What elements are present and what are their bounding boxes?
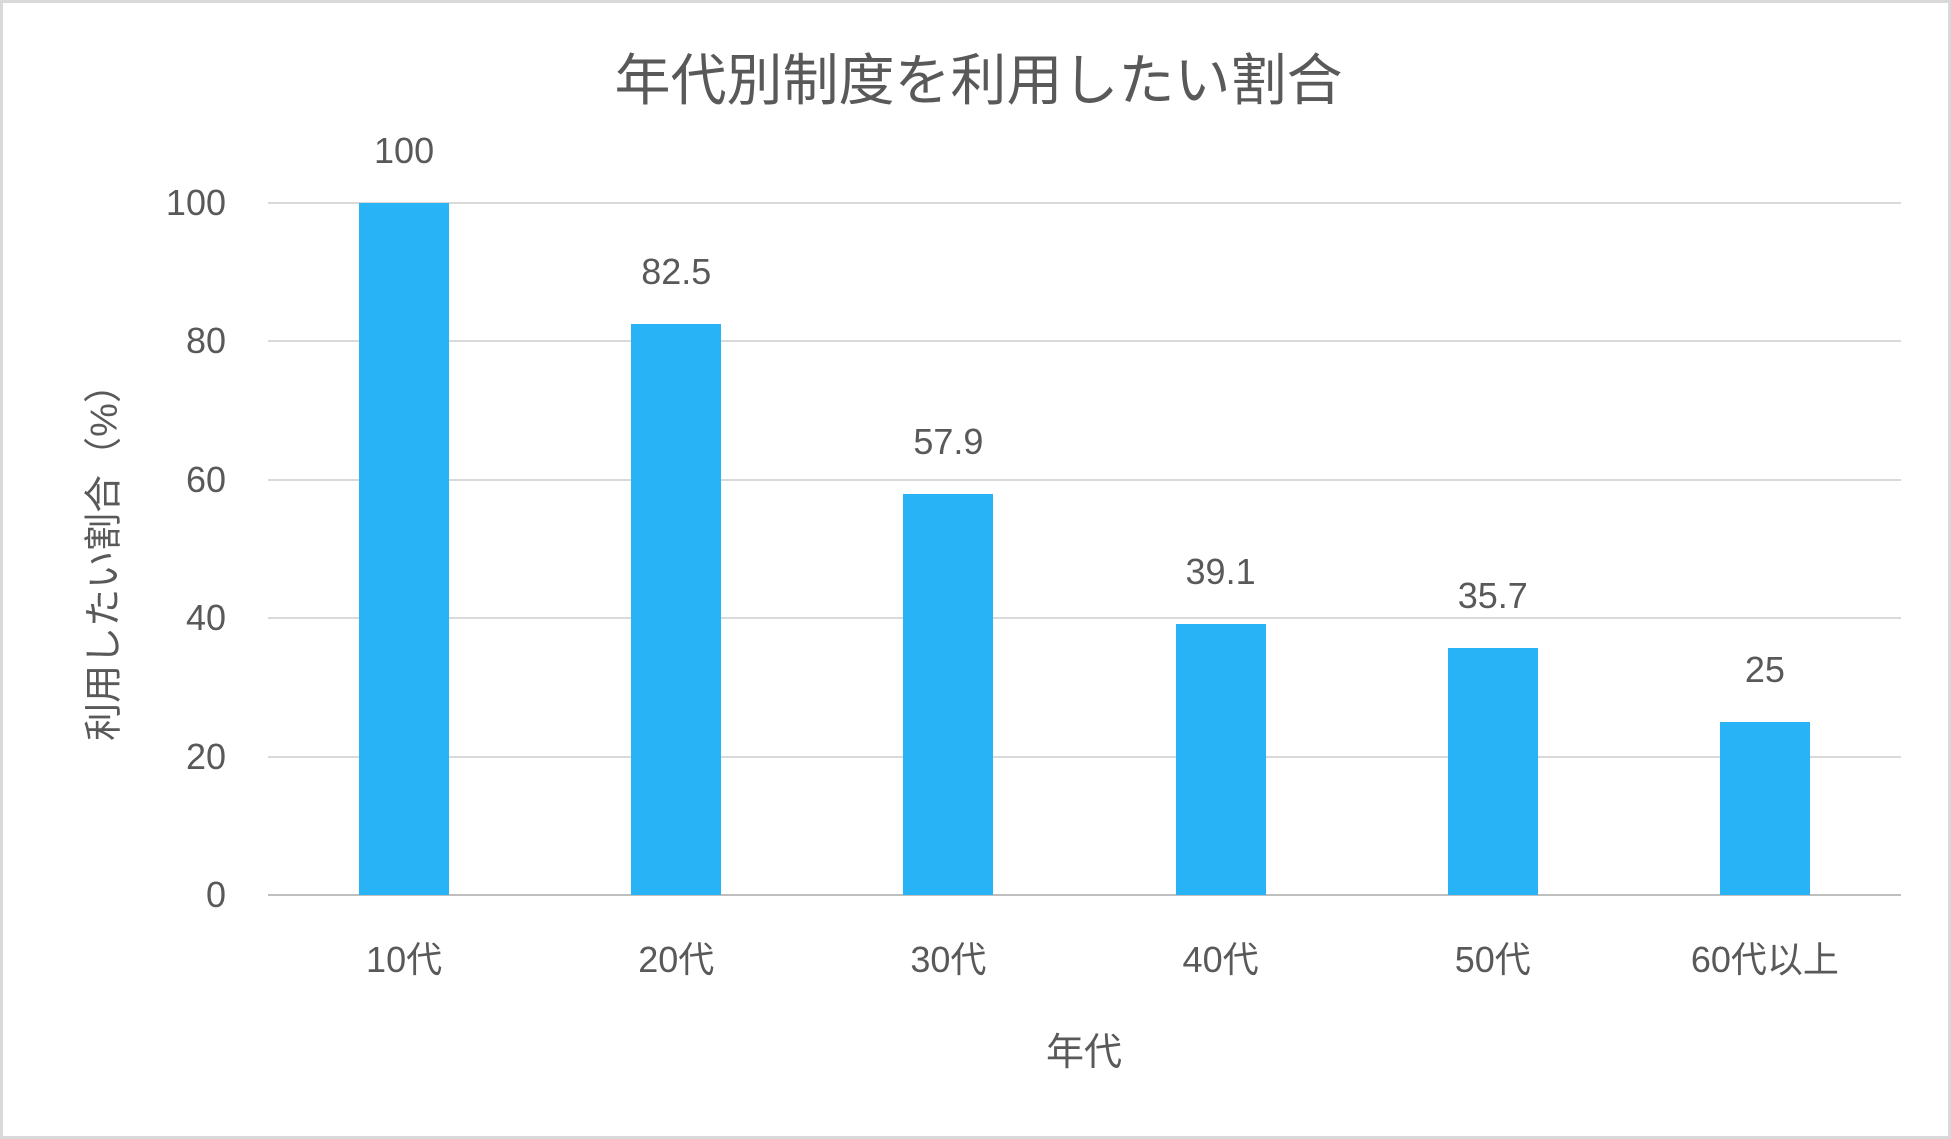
x-axis-category-label: 10代 bbox=[366, 939, 443, 980]
data-label: 39.1 bbox=[1185, 551, 1256, 593]
x-axis-category-label: 40代 bbox=[1182, 939, 1259, 980]
bar-50代 bbox=[1447, 647, 1538, 895]
bar-40代 bbox=[1175, 624, 1266, 895]
gridline bbox=[268, 755, 1901, 758]
x-axis-line bbox=[268, 894, 1901, 896]
x-axis-category-label: 60代以上 bbox=[1690, 939, 1839, 980]
x-axis-title: 年代 bbox=[1045, 1032, 1122, 1074]
gridline bbox=[268, 202, 1901, 204]
gridline bbox=[268, 340, 1901, 343]
y-axis-tick-label: 20 bbox=[185, 735, 226, 777]
y-axis-title: 利用したい割合（%） bbox=[83, 365, 126, 741]
chart-title: 年代別制度を利用したい割合 bbox=[614, 49, 1343, 112]
y-axis-tick-label: 100 bbox=[165, 182, 226, 223]
y-axis-tick-label: 40 bbox=[185, 597, 226, 639]
data-label: 100 bbox=[374, 130, 435, 171]
bar-30代 bbox=[903, 494, 994, 895]
bar-20代 bbox=[631, 324, 722, 895]
gridline bbox=[268, 617, 1901, 620]
x-axis-category-label: 20代 bbox=[638, 939, 715, 980]
x-axis-category-label: 50代 bbox=[1454, 939, 1531, 980]
gridline bbox=[268, 478, 1901, 481]
data-label: 82.5 bbox=[641, 251, 712, 293]
y-axis-tick-label: 60 bbox=[185, 458, 226, 500]
y-axis-tick-label: 80 bbox=[185, 320, 226, 362]
x-axis-category-label: 30代 bbox=[910, 939, 987, 980]
data-label: 57.9 bbox=[913, 421, 984, 463]
data-label: 35.7 bbox=[1457, 574, 1528, 616]
bar-60代以上 bbox=[1719, 722, 1810, 895]
bar-10代 bbox=[359, 203, 450, 895]
y-axis-tick-label: 0 bbox=[205, 874, 226, 915]
data-label: 25 bbox=[1744, 649, 1785, 690]
